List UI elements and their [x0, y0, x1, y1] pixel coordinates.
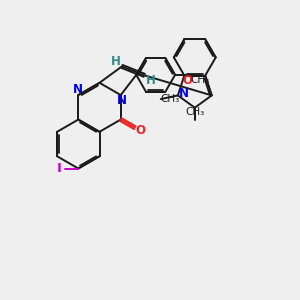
Text: N: N	[73, 83, 83, 96]
Text: O: O	[183, 74, 193, 87]
Text: CH₃: CH₃	[191, 75, 210, 85]
Text: CH₃: CH₃	[185, 107, 204, 117]
Text: N: N	[179, 87, 189, 101]
Text: I: I	[57, 162, 62, 175]
Text: H: H	[110, 55, 120, 68]
Text: N: N	[117, 94, 127, 107]
Text: O: O	[135, 124, 145, 137]
Text: CH₃: CH₃	[160, 94, 179, 104]
Text: H: H	[146, 74, 156, 87]
